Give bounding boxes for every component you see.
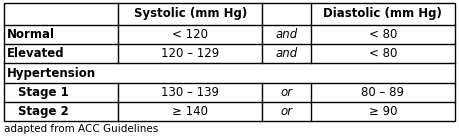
Text: Systolic (mm Hg): Systolic (mm Hg) — [134, 8, 247, 20]
Bar — [4, 3, 455, 121]
Text: Stage 2: Stage 2 — [18, 105, 69, 118]
Text: Stage 1: Stage 1 — [18, 86, 69, 99]
Text: Hypertension: Hypertension — [7, 66, 96, 80]
Text: Diastolic (mm Hg): Diastolic (mm Hg) — [323, 8, 442, 20]
Text: 80 – 89: 80 – 89 — [361, 86, 404, 99]
Text: ≥ 140: ≥ 140 — [172, 105, 208, 118]
Text: < 80: < 80 — [369, 28, 397, 41]
Text: or: or — [280, 86, 292, 99]
Text: < 80: < 80 — [369, 47, 397, 60]
Text: adapted from ACC Guidelines: adapted from ACC Guidelines — [4, 124, 158, 134]
Text: Elevated: Elevated — [7, 47, 65, 60]
Text: and: and — [275, 47, 297, 60]
Text: ≥ 90: ≥ 90 — [369, 105, 397, 118]
Text: Normal: Normal — [7, 28, 55, 41]
Text: and: and — [275, 28, 297, 41]
Text: or: or — [280, 105, 292, 118]
Text: < 120: < 120 — [172, 28, 208, 41]
Text: 120 – 129: 120 – 129 — [161, 47, 219, 60]
Text: 130 – 139: 130 – 139 — [161, 86, 219, 99]
